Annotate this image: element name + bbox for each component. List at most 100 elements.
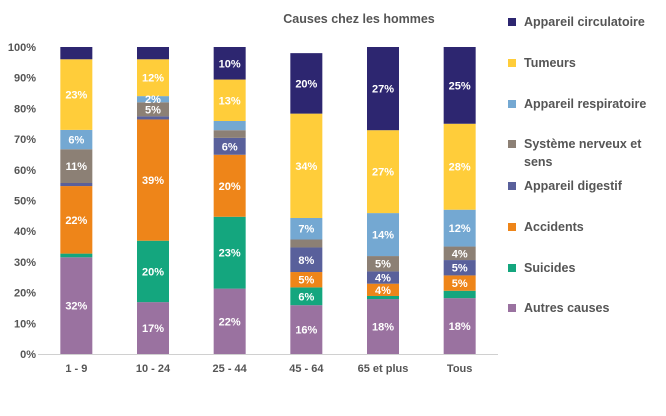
bar-segment bbox=[137, 96, 169, 103]
legend-swatch bbox=[508, 140, 516, 148]
data-label: 17% bbox=[142, 323, 164, 335]
data-label: 14% bbox=[372, 230, 394, 242]
bar-segment bbox=[443, 246, 476, 261]
bar-segment bbox=[367, 295, 399, 300]
bar-segment bbox=[213, 47, 246, 80]
legend-label: Appareil respiratoire bbox=[524, 97, 646, 111]
bar-segment bbox=[367, 130, 399, 214]
bar-segment bbox=[443, 290, 476, 299]
legend-swatch bbox=[508, 304, 516, 312]
chart-title: Causes chez les hommes bbox=[283, 12, 435, 26]
bar-segment bbox=[213, 130, 246, 138]
legend-swatch bbox=[508, 182, 516, 190]
x-tick-label: 10 - 24 bbox=[136, 363, 171, 375]
legend-label: sens bbox=[524, 155, 553, 169]
data-label: 6% bbox=[222, 141, 238, 153]
bar-segment bbox=[137, 302, 169, 354]
data-label: 20% bbox=[295, 78, 317, 90]
data-label: 12% bbox=[142, 73, 164, 85]
data-label: 13% bbox=[219, 95, 241, 107]
legend-label: Système nerveux et bbox=[524, 137, 642, 151]
data-label: 6% bbox=[298, 291, 314, 303]
bar-segment bbox=[60, 129, 93, 150]
bar-segment bbox=[213, 216, 246, 289]
bars bbox=[60, 47, 476, 354]
bar-segment bbox=[367, 271, 399, 284]
data-label: 5% bbox=[452, 278, 468, 290]
data-label: 4% bbox=[452, 248, 468, 260]
legend: Appareil circulatoire Tumeurs Appareil res… bbox=[508, 15, 646, 315]
bar-segment bbox=[443, 123, 476, 210]
legend-swatch bbox=[508, 223, 516, 231]
data-label: 28% bbox=[449, 162, 471, 174]
legend-label: Accidents bbox=[524, 220, 584, 234]
bar-segment bbox=[290, 53, 323, 114]
bar-segment bbox=[137, 116, 169, 120]
bar-segment bbox=[443, 298, 476, 354]
bar-segment bbox=[443, 209, 476, 247]
bar-segment bbox=[213, 120, 246, 131]
data-label: 27% bbox=[372, 84, 394, 96]
legend-swatch bbox=[508, 59, 516, 67]
data-label: 10% bbox=[219, 58, 241, 70]
legend-label: Appareil circulatoire bbox=[524, 15, 645, 29]
data-label: 18% bbox=[372, 322, 394, 334]
x-tick-label: 45 - 64 bbox=[289, 363, 324, 375]
y-tick-label: 60% bbox=[14, 165, 36, 177]
data-label: 32% bbox=[65, 301, 87, 313]
bar-segment bbox=[60, 183, 93, 187]
x-tick-label: 25 - 44 bbox=[213, 363, 248, 375]
y-tick-label: 20% bbox=[14, 288, 36, 300]
data-label: 2% bbox=[145, 94, 161, 106]
data-label: 27% bbox=[372, 167, 394, 179]
y-tick-label: 30% bbox=[14, 257, 36, 269]
bar-segment bbox=[60, 186, 93, 254]
data-label: 22% bbox=[65, 215, 87, 227]
data-label: 23% bbox=[65, 90, 87, 102]
legend-label: Appareil digestif bbox=[524, 179, 623, 193]
bar-segment bbox=[367, 47, 399, 131]
bar-segment bbox=[213, 288, 246, 354]
bar-segment bbox=[367, 299, 399, 354]
data-label: 7% bbox=[298, 224, 314, 236]
data-label: 5% bbox=[298, 275, 314, 287]
x-tick-label: 65 et plus bbox=[358, 363, 409, 375]
data-label: 18% bbox=[449, 321, 471, 333]
bar-segment bbox=[367, 213, 399, 257]
data-label: 8% bbox=[298, 255, 314, 267]
axes: 0% 10% 20% 30% 40% 50% 60% 70% 80% 90% 100% 1 - 9 10… bbox=[8, 42, 498, 375]
data-label: 20% bbox=[219, 181, 241, 193]
y-tick-label: 40% bbox=[14, 226, 36, 238]
bar-segment bbox=[367, 283, 399, 296]
y-tick-label: 0% bbox=[20, 349, 36, 361]
bar-segment bbox=[213, 154, 246, 217]
legend-label: Suicides bbox=[524, 261, 575, 275]
bar-segment bbox=[60, 47, 93, 60]
data-label: 39% bbox=[142, 175, 164, 187]
y-tick-label: 100% bbox=[8, 42, 36, 54]
data-label: 6% bbox=[68, 135, 84, 147]
legend-swatch bbox=[508, 100, 516, 108]
data-label: 34% bbox=[295, 161, 317, 173]
bar-segment bbox=[137, 240, 169, 303]
bar-segment bbox=[60, 59, 93, 130]
legend-swatch bbox=[508, 18, 516, 26]
data-label: 12% bbox=[449, 223, 471, 235]
bar-segment bbox=[443, 47, 476, 124]
bar-segment bbox=[290, 217, 323, 240]
y-tick-label: 70% bbox=[14, 134, 36, 146]
data-label: 22% bbox=[219, 316, 241, 328]
data-label: 5% bbox=[452, 263, 468, 275]
bar-segment bbox=[290, 113, 323, 218]
x-tick-label: 1 - 9 bbox=[65, 363, 87, 375]
data-labels: 32%22%11%6%23%17%20%39%5%2%12%22%23%20%6… bbox=[65, 58, 471, 336]
bar-segment bbox=[60, 253, 93, 258]
bar-segment bbox=[213, 137, 246, 155]
bar-segment bbox=[367, 256, 399, 272]
y-tick-label: 80% bbox=[14, 103, 36, 115]
data-label: 25% bbox=[449, 80, 471, 92]
bar-segment bbox=[290, 272, 323, 288]
bar-segment bbox=[443, 275, 476, 291]
